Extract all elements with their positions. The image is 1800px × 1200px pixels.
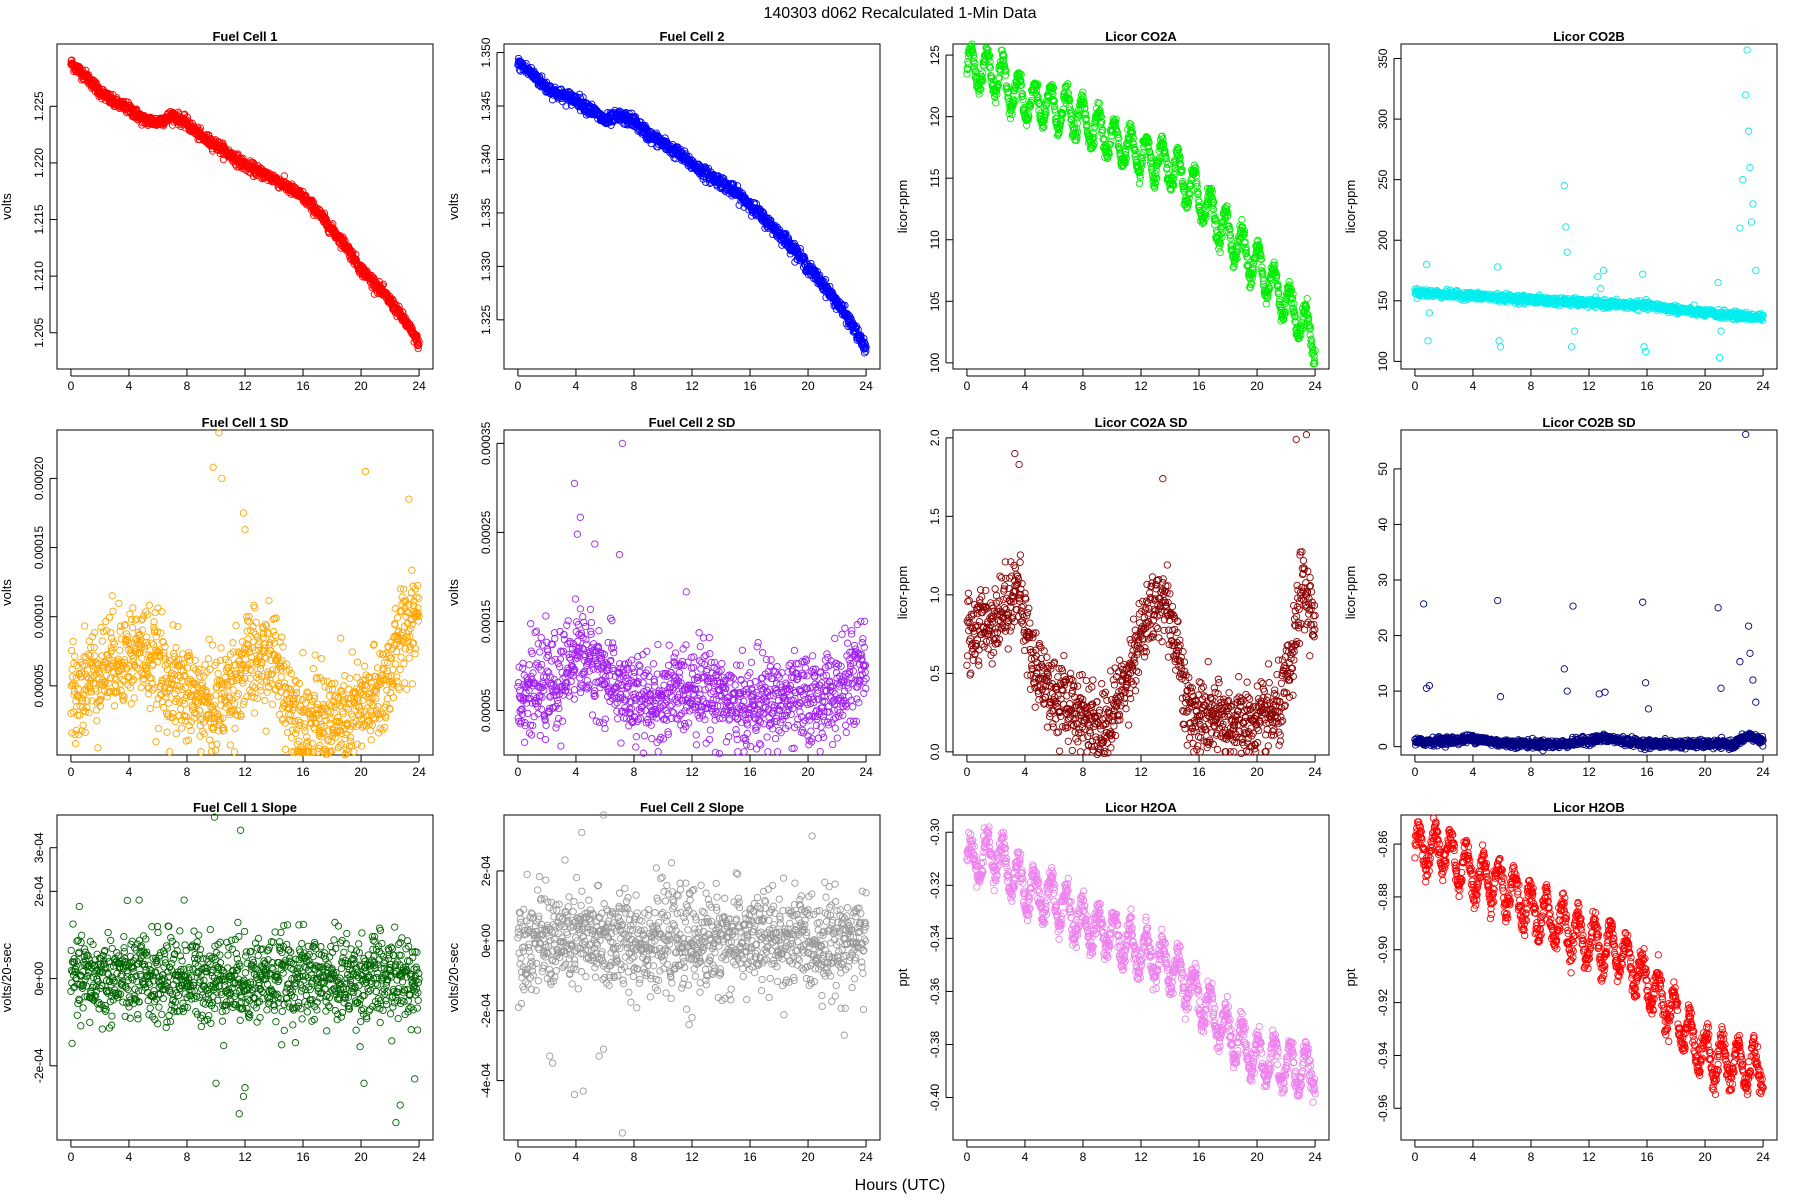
y-tick-label: 1.350 [479, 37, 493, 67]
x-tick-label: 8 [1528, 379, 1535, 393]
x-tick-label: 24 [1308, 379, 1322, 393]
x-tick-label: 0 [515, 379, 522, 393]
y-axis-label: volts [0, 193, 14, 220]
x-tick-label: 16 [296, 379, 310, 393]
x-tick-label: 4 [1022, 379, 1029, 393]
x-tick-label: 8 [1080, 379, 1087, 393]
x-tick-label: 16 [1640, 379, 1654, 393]
data-point [196, 124, 205, 132]
y-axis-label: licor-ppm [1343, 180, 1358, 233]
x-tick-label: 20 [354, 765, 368, 779]
y-tick-label: 100 [928, 353, 942, 373]
x-tick-label: 12 [1134, 379, 1148, 393]
y-tick-label: 100 [1376, 351, 1390, 371]
figure-title: 140303 d062 Recalculated 1-Min Data [763, 5, 1036, 22]
panel-title: Licor CO2B [1553, 29, 1625, 44]
x-tick-label: 8 [631, 379, 638, 393]
x-tick-label: 20 [1698, 379, 1712, 393]
x-tick-label: 12 [1582, 379, 1596, 393]
y-tick-label: 1.330 [479, 251, 493, 281]
x-tick-label: 0 [68, 379, 75, 393]
x-tick-label: 4 [573, 379, 580, 393]
x-tick-label: 4 [126, 765, 133, 779]
x-tick-label: 20 [354, 379, 368, 393]
x-tick-label: 16 [743, 379, 757, 393]
y-tick-label: 120 [928, 106, 942, 126]
y-tick-label: 0.00020 [32, 456, 46, 500]
y-tick-label: 0.00015 [32, 526, 46, 570]
y-tick-label: 105 [928, 291, 942, 311]
x-tick-label: 4 [1470, 379, 1477, 393]
y-tick-label: 1.205 [32, 317, 46, 347]
x-tick-label: 24 [1756, 379, 1770, 393]
y-tick-label: 250 [1376, 169, 1390, 189]
x-tick-label: 0 [964, 379, 971, 393]
y-tick-label: 1.210 [32, 261, 46, 291]
x-tick-label: 24 [412, 379, 426, 393]
y-tick-label: 150 [1376, 290, 1390, 310]
data-point [68, 56, 76, 64]
x-tick-label: 16 [296, 765, 310, 779]
panel-title: Licor CO2A [1105, 29, 1177, 44]
x-tick-label: 24 [412, 765, 426, 779]
x-tick-label: 24 [859, 379, 873, 393]
y-tick-label: 1.345 [479, 91, 493, 121]
x-tick-label: 4 [126, 379, 133, 393]
y-tick-label: 1.325 [479, 304, 493, 334]
x-tick-label: 12 [238, 765, 252, 779]
data-point [280, 172, 288, 180]
y-tick-label: 1.225 [32, 91, 46, 121]
y-tick-label: 110 [928, 230, 942, 249]
figure-xlabel: Hours (UTC) [855, 1177, 946, 1194]
y-axis-label: volts [446, 193, 461, 220]
panel-title: Fuel Cell 1 [212, 29, 277, 44]
panel-grid: Fuel Cell 1 volts 0 4 8 12 16 20 24 1.205 1.210 1.2… [0, 29, 1778, 1164]
y-tick-label: 125 [928, 45, 942, 65]
x-tick-label: 16 [1192, 379, 1206, 393]
y-tick-label: 350 [1376, 48, 1390, 68]
data-series [67, 56, 423, 353]
data-point [249, 172, 258, 181]
y-tick-label: 1.220 [32, 148, 46, 178]
x-tick-label: 8 [184, 765, 191, 779]
y-axis-label: volts [0, 579, 14, 606]
x-tick-label: 0 [1412, 379, 1419, 393]
x-tick-label: 8 [184, 379, 191, 393]
y-tick-label: 300 [1376, 109, 1390, 129]
x-tick-label: 12 [685, 379, 699, 393]
x-tick-label: 20 [801, 379, 815, 393]
panel-title: Fuel Cell 2 [659, 29, 724, 44]
y-axis-label: licor-ppm [895, 180, 910, 233]
y-tick-label: 0.00005 [32, 664, 46, 708]
y-tick-label: 1.215 [32, 204, 46, 234]
panel-title: Fuel Cell 1 SD [202, 415, 289, 430]
y-tick-label: 0.00010 [32, 595, 46, 639]
y-tick-label: 115 [928, 168, 942, 187]
x-tick-label: 12 [238, 379, 252, 393]
y-tick-label: 1.340 [479, 144, 493, 174]
chart-panel: Fuel Cell 1 volts 0 4 8 12 16 20 24 1.205 1.210 1.2… [0, 29, 434, 393]
x-tick-label: 20 [1250, 379, 1264, 393]
y-tick-label: 200 [1376, 230, 1390, 250]
y-tick-label: 1.335 [479, 198, 493, 228]
x-tick-label: 0 [68, 765, 75, 779]
